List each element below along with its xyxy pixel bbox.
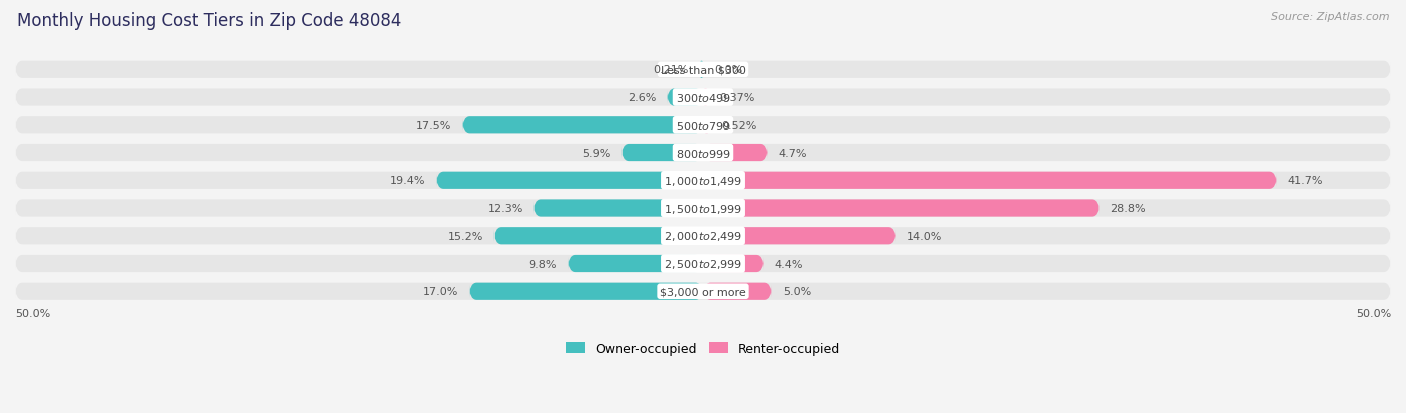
FancyBboxPatch shape bbox=[15, 200, 1391, 217]
Text: 41.7%: 41.7% bbox=[1288, 176, 1323, 186]
FancyBboxPatch shape bbox=[700, 62, 703, 79]
FancyBboxPatch shape bbox=[15, 145, 1391, 162]
FancyBboxPatch shape bbox=[15, 255, 1391, 273]
Text: $2,000 to $2,499: $2,000 to $2,499 bbox=[664, 230, 742, 243]
Text: Monthly Housing Cost Tiers in Zip Code 48084: Monthly Housing Cost Tiers in Zip Code 4… bbox=[17, 12, 401, 30]
Text: Less than $300: Less than $300 bbox=[661, 65, 745, 75]
Text: 19.4%: 19.4% bbox=[389, 176, 425, 186]
FancyBboxPatch shape bbox=[621, 145, 703, 162]
Text: 0.37%: 0.37% bbox=[718, 93, 755, 103]
Text: 0.21%: 0.21% bbox=[654, 65, 689, 75]
FancyBboxPatch shape bbox=[703, 283, 772, 300]
Text: 4.4%: 4.4% bbox=[775, 259, 803, 269]
FancyBboxPatch shape bbox=[703, 228, 896, 245]
FancyBboxPatch shape bbox=[15, 117, 1391, 134]
Text: 9.8%: 9.8% bbox=[529, 259, 557, 269]
FancyBboxPatch shape bbox=[436, 172, 703, 190]
Text: $300 to $499: $300 to $499 bbox=[675, 92, 731, 104]
Text: 5.9%: 5.9% bbox=[582, 148, 610, 158]
FancyBboxPatch shape bbox=[703, 117, 710, 134]
Text: 4.7%: 4.7% bbox=[779, 148, 807, 158]
Text: $2,500 to $2,999: $2,500 to $2,999 bbox=[664, 257, 742, 271]
FancyBboxPatch shape bbox=[534, 200, 703, 217]
FancyBboxPatch shape bbox=[703, 172, 1277, 190]
Text: $1,500 to $1,999: $1,500 to $1,999 bbox=[664, 202, 742, 215]
FancyBboxPatch shape bbox=[15, 283, 1391, 300]
FancyBboxPatch shape bbox=[494, 228, 703, 245]
Text: 50.0%: 50.0% bbox=[1355, 309, 1391, 319]
Text: Source: ZipAtlas.com: Source: ZipAtlas.com bbox=[1271, 12, 1389, 22]
Text: 50.0%: 50.0% bbox=[15, 309, 51, 319]
FancyBboxPatch shape bbox=[15, 228, 1391, 245]
Text: 5.0%: 5.0% bbox=[783, 287, 811, 297]
Text: 17.0%: 17.0% bbox=[423, 287, 458, 297]
FancyBboxPatch shape bbox=[15, 172, 1391, 190]
FancyBboxPatch shape bbox=[668, 89, 703, 107]
FancyBboxPatch shape bbox=[470, 283, 703, 300]
Text: $1,000 to $1,499: $1,000 to $1,499 bbox=[664, 174, 742, 188]
Text: $500 to $799: $500 to $799 bbox=[675, 119, 731, 131]
Text: 12.3%: 12.3% bbox=[488, 204, 523, 214]
Text: 2.6%: 2.6% bbox=[628, 93, 657, 103]
FancyBboxPatch shape bbox=[15, 89, 1391, 107]
Text: 17.5%: 17.5% bbox=[416, 121, 451, 131]
FancyBboxPatch shape bbox=[15, 62, 1391, 79]
Text: 0.0%: 0.0% bbox=[714, 65, 742, 75]
Text: $3,000 or more: $3,000 or more bbox=[661, 287, 745, 297]
Text: $800 to $999: $800 to $999 bbox=[675, 147, 731, 159]
Text: 28.8%: 28.8% bbox=[1111, 204, 1146, 214]
Text: 0.52%: 0.52% bbox=[721, 121, 756, 131]
Text: 14.0%: 14.0% bbox=[907, 231, 942, 241]
FancyBboxPatch shape bbox=[703, 145, 768, 162]
Text: 15.2%: 15.2% bbox=[447, 231, 482, 241]
FancyBboxPatch shape bbox=[703, 255, 763, 273]
FancyBboxPatch shape bbox=[568, 255, 703, 273]
FancyBboxPatch shape bbox=[463, 117, 703, 134]
FancyBboxPatch shape bbox=[703, 89, 709, 107]
Legend: Owner-occupied, Renter-occupied: Owner-occupied, Renter-occupied bbox=[561, 337, 845, 360]
FancyBboxPatch shape bbox=[703, 200, 1099, 217]
